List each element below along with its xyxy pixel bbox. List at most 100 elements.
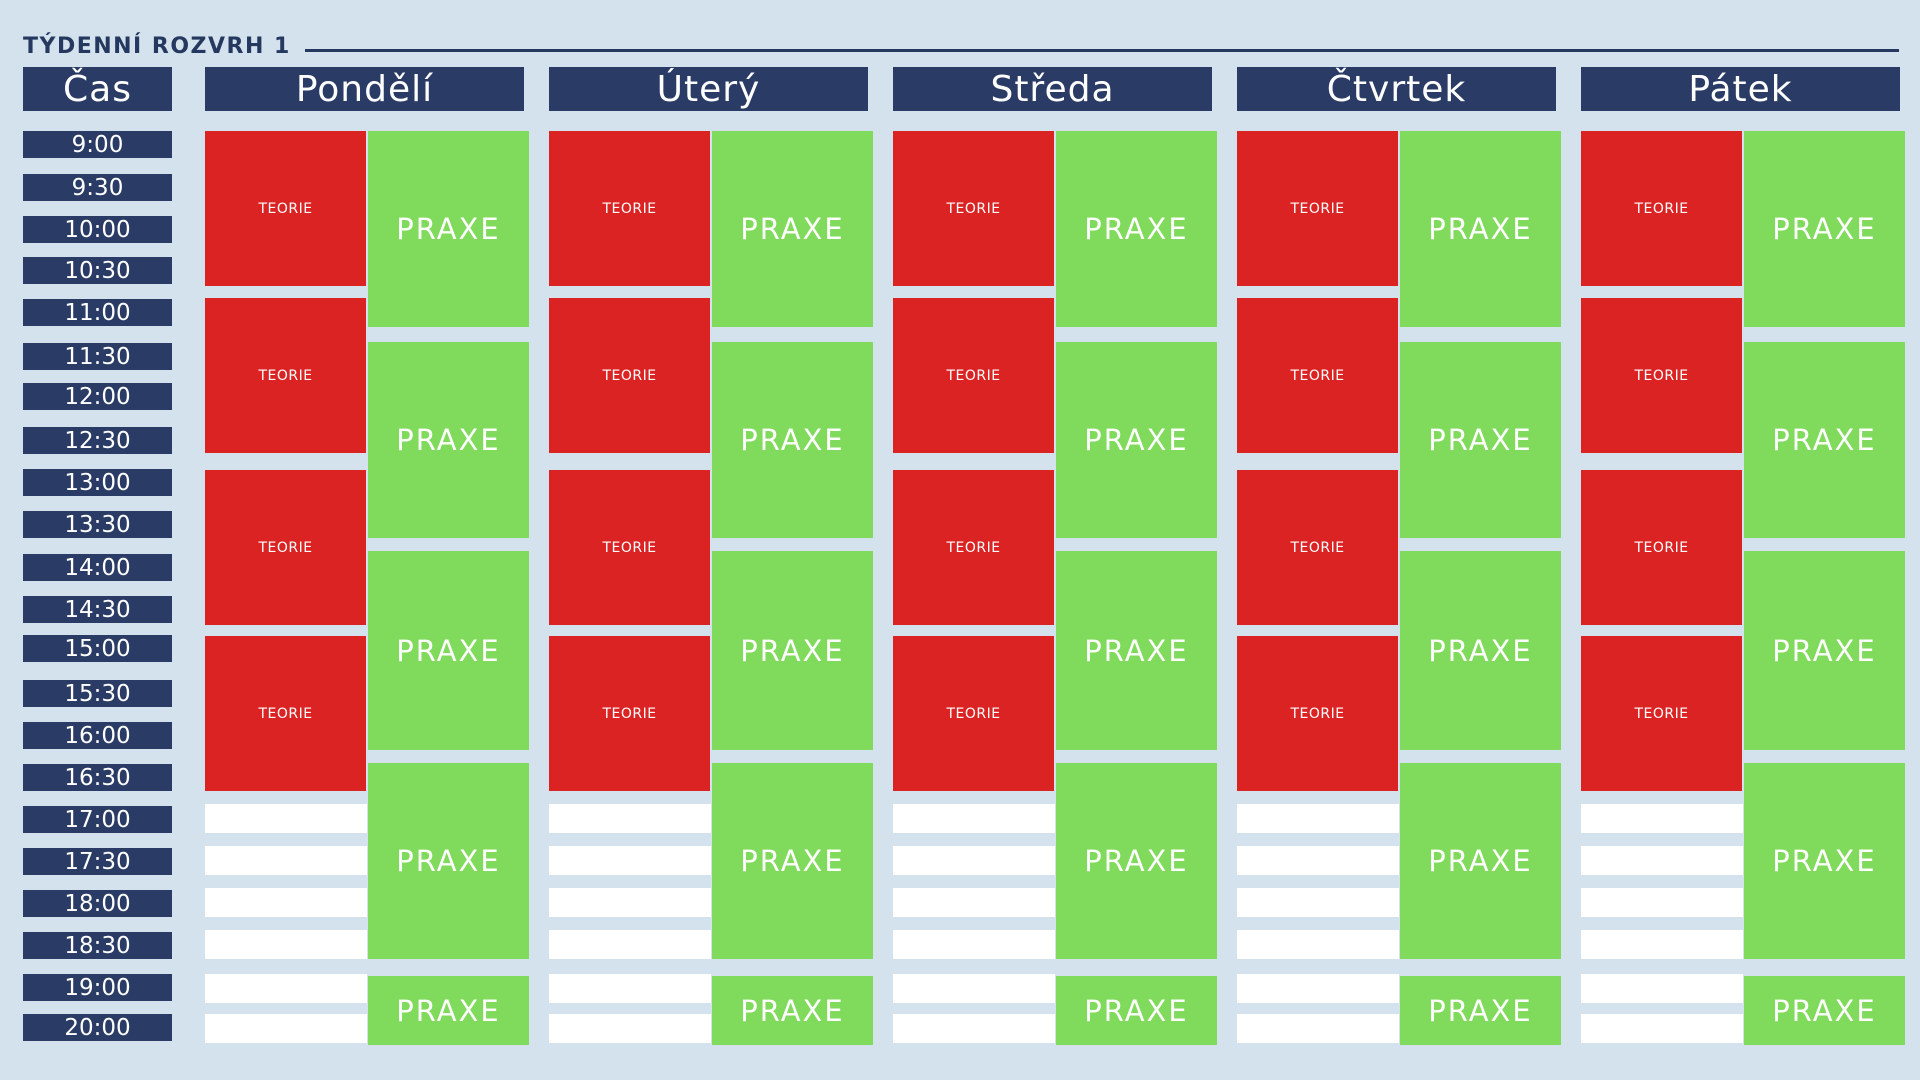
- theory-block: TEORIE: [1581, 470, 1742, 625]
- practice-block: PRAXE: [368, 342, 529, 538]
- empty-slot: [549, 846, 711, 875]
- practice-block: PRAXE: [712, 551, 873, 750]
- practice-block: PRAXE: [712, 976, 873, 1045]
- theory-block: TEORIE: [893, 470, 1054, 625]
- empty-slot: [893, 1014, 1055, 1043]
- empty-slot: [205, 930, 367, 959]
- theory-block: TEORIE: [205, 131, 366, 286]
- time-slot-label: 12:30: [23, 427, 172, 454]
- practice-block: PRAXE: [1744, 763, 1905, 959]
- theory-block: TEORIE: [1581, 298, 1742, 453]
- time-slot-label: 16:30: [23, 764, 172, 791]
- practice-block: PRAXE: [1056, 342, 1217, 538]
- empty-slot: [1581, 804, 1743, 833]
- practice-block: PRAXE: [1400, 763, 1561, 959]
- day-header: Středa: [893, 67, 1212, 111]
- theory-block: TEORIE: [1237, 298, 1398, 453]
- empty-slot: [1237, 804, 1399, 833]
- time-slot-label: 12:00: [23, 383, 172, 410]
- empty-slot: [1581, 974, 1743, 1003]
- practice-block: PRAXE: [1744, 551, 1905, 750]
- empty-slot: [893, 888, 1055, 917]
- time-slot-label: 14:30: [23, 596, 172, 623]
- practice-block: PRAXE: [368, 131, 529, 327]
- time-slot-label: 10:00: [23, 216, 172, 243]
- empty-slot: [893, 930, 1055, 959]
- practice-block: PRAXE: [1400, 342, 1561, 538]
- time-slot-label: 14:00: [23, 554, 172, 581]
- time-slot-label: 15:00: [23, 635, 172, 662]
- empty-slot: [549, 888, 711, 917]
- practice-block: PRAXE: [1400, 131, 1561, 327]
- practice-block: PRAXE: [368, 976, 529, 1045]
- empty-slot: [549, 974, 711, 1003]
- title-divider: [305, 49, 1899, 52]
- theory-block: TEORIE: [205, 470, 366, 625]
- theory-block: TEORIE: [205, 298, 366, 453]
- theory-block: TEORIE: [1237, 470, 1398, 625]
- time-slot-label: 11:30: [23, 343, 172, 370]
- empty-slot: [205, 804, 367, 833]
- empty-slot: [893, 804, 1055, 833]
- time-slot-label: 9:00: [23, 131, 172, 158]
- theory-block: TEORIE: [1237, 131, 1398, 286]
- day-header: Pátek: [1581, 67, 1900, 111]
- practice-block: PRAXE: [1744, 976, 1905, 1045]
- time-slot-label: 10:30: [23, 257, 172, 284]
- time-slot-label: 18:30: [23, 932, 172, 959]
- empty-slot: [205, 974, 367, 1003]
- time-slot-label: 9:30: [23, 174, 172, 201]
- theory-block: TEORIE: [893, 131, 1054, 286]
- empty-slot: [1237, 974, 1399, 1003]
- time-slot-label: 13:00: [23, 469, 172, 496]
- day-header: Úterý: [549, 67, 868, 111]
- empty-slot: [205, 1014, 367, 1043]
- time-slot-label: 15:30: [23, 680, 172, 707]
- time-slot-label: 18:00: [23, 890, 172, 917]
- time-slot-label: 20:00: [23, 1014, 172, 1041]
- practice-block: PRAXE: [368, 551, 529, 750]
- theory-block: TEORIE: [549, 470, 710, 625]
- empty-slot: [549, 1014, 711, 1043]
- empty-slot: [1237, 930, 1399, 959]
- practice-block: PRAXE: [1056, 551, 1217, 750]
- empty-slot: [1237, 1014, 1399, 1043]
- practice-block: PRAXE: [712, 763, 873, 959]
- empty-slot: [1581, 1014, 1743, 1043]
- practice-block: PRAXE: [1744, 131, 1905, 327]
- day-header: Čtvrtek: [1237, 67, 1556, 111]
- time-column-header: Čas: [23, 67, 172, 111]
- practice-block: PRAXE: [368, 763, 529, 959]
- empty-slot: [1581, 846, 1743, 875]
- time-slot-label: 11:00: [23, 299, 172, 326]
- practice-block: PRAXE: [712, 342, 873, 538]
- practice-block: PRAXE: [1056, 976, 1217, 1045]
- theory-block: TEORIE: [1581, 131, 1742, 286]
- practice-block: PRAXE: [1056, 131, 1217, 327]
- theory-block: TEORIE: [1581, 636, 1742, 791]
- empty-slot: [549, 804, 711, 833]
- time-slot-label: 17:00: [23, 806, 172, 833]
- theory-block: TEORIE: [549, 298, 710, 453]
- empty-slot: [205, 888, 367, 917]
- practice-block: PRAXE: [1400, 976, 1561, 1045]
- theory-block: TEORIE: [549, 636, 710, 791]
- time-slot-label: 17:30: [23, 848, 172, 875]
- empty-slot: [1237, 846, 1399, 875]
- empty-slot: [205, 846, 367, 875]
- practice-block: PRAXE: [1744, 342, 1905, 538]
- empty-slot: [549, 930, 711, 959]
- practice-block: PRAXE: [712, 131, 873, 327]
- theory-block: TEORIE: [205, 636, 366, 791]
- practice-block: PRAXE: [1400, 551, 1561, 750]
- page-title: TÝDENNÍ ROZVRH 1: [23, 34, 291, 59]
- practice-block: PRAXE: [1056, 763, 1217, 959]
- empty-slot: [1581, 888, 1743, 917]
- theory-block: TEORIE: [893, 298, 1054, 453]
- empty-slot: [893, 846, 1055, 875]
- empty-slot: [1581, 930, 1743, 959]
- day-header: Pondělí: [205, 67, 524, 111]
- time-slot-label: 13:30: [23, 511, 172, 538]
- time-slot-label: 19:00: [23, 974, 172, 1001]
- theory-block: TEORIE: [893, 636, 1054, 791]
